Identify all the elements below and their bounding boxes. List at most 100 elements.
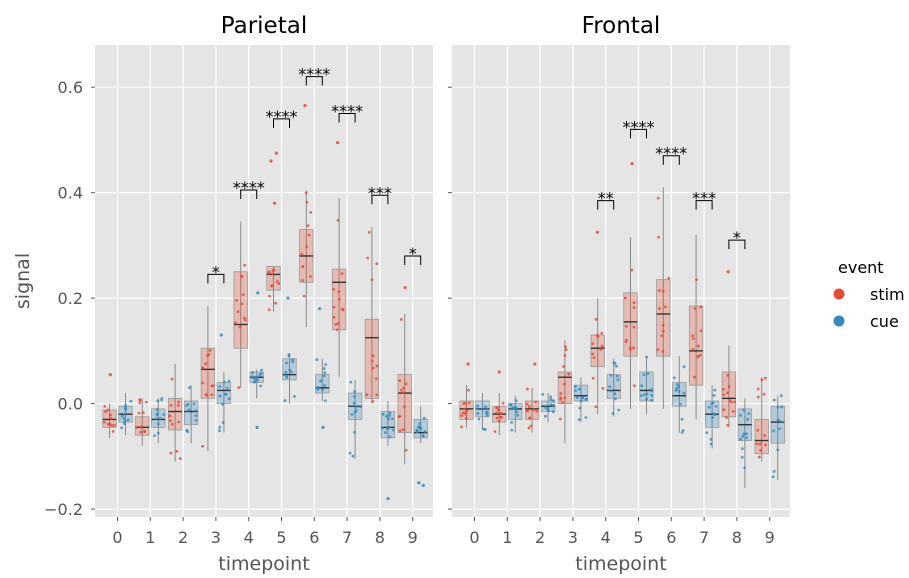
box-stim-t4: [233, 221, 248, 389]
box-stim-t2: [167, 364, 183, 462]
data-point: [367, 230, 371, 234]
data-point: [746, 418, 750, 421]
significance-bracket: [662, 155, 680, 165]
significance-annotation: ****: [331, 102, 363, 123]
significance-annotation: ****: [655, 144, 687, 165]
significance-bracket: [207, 273, 225, 284]
data-point: [235, 298, 238, 302]
data-point: [354, 405, 358, 409]
box-stim-t1: [492, 370, 507, 436]
y-tick-label: 0.6: [58, 78, 83, 97]
data-point: [194, 418, 198, 422]
data-point: [365, 393, 369, 397]
box-stim-t9: [397, 285, 412, 465]
data-point: [177, 420, 181, 424]
data-point: [243, 263, 247, 267]
data-point: [660, 334, 664, 338]
significance-label: ****: [233, 178, 265, 197]
data-point: [584, 397, 588, 401]
data-point: [177, 400, 181, 404]
data-point: [259, 384, 263, 388]
data-point: [138, 398, 142, 402]
panel-title: Parietal: [221, 13, 307, 39]
data-point: [562, 365, 565, 368]
outlier-point: [403, 285, 407, 290]
data-point: [419, 427, 423, 431]
data-point: [319, 379, 323, 383]
data-point: [656, 196, 660, 200]
data-point: [714, 404, 718, 408]
data-point: [416, 425, 420, 429]
box-cue-t5: [282, 296, 297, 404]
x-tick-label: 8: [732, 528, 742, 547]
box: [754, 419, 769, 455]
data-point: [194, 414, 198, 417]
data-point: [713, 413, 717, 417]
significance-label: **: [598, 189, 614, 208]
data-point: [306, 224, 310, 228]
box: [167, 397, 183, 431]
data-point: [645, 397, 648, 401]
box-stim-t3: [557, 340, 573, 444]
data-point: [138, 401, 142, 405]
box: [590, 334, 605, 368]
box-stim-t8: [721, 270, 737, 428]
data-point: [531, 408, 535, 412]
data-point: [693, 307, 697, 310]
data-point: [293, 394, 296, 398]
data-point: [574, 389, 577, 392]
x-tick-label: 2: [535, 528, 545, 547]
data-point: [541, 392, 545, 396]
y-axis: −0.2 0.0 0.2 0.4 0.6: [44, 78, 83, 519]
data-point: [661, 323, 665, 327]
data-point: [535, 409, 538, 413]
data-point: [288, 368, 292, 372]
significance-label: *: [733, 228, 741, 247]
data-point: [391, 417, 394, 421]
data-point: [335, 328, 339, 332]
box-stim-t3: [200, 306, 216, 452]
data-point: [402, 386, 406, 390]
box-stim-t4: [590, 230, 605, 415]
outlier-point: [417, 481, 421, 485]
data-point: [398, 379, 402, 383]
data-point: [650, 399, 653, 402]
significance-label: *: [409, 244, 417, 263]
data-point: [709, 437, 713, 441]
data-point: [745, 432, 749, 436]
data-point: [696, 344, 700, 348]
box: [770, 405, 785, 444]
data-point: [403, 405, 406, 409]
outlier-point: [421, 483, 425, 487]
data-point: [596, 335, 600, 338]
data-point: [201, 366, 205, 370]
box: [183, 400, 199, 426]
data-point: [591, 376, 595, 380]
data-point: [336, 219, 340, 222]
data-point: [102, 420, 106, 424]
legend: event stim cue: [833, 258, 905, 331]
data-point: [579, 399, 583, 403]
data-point: [726, 391, 729, 395]
data-point: [584, 416, 588, 419]
data-point: [223, 392, 227, 396]
box-stim-t7: [331, 140, 347, 378]
outlier-point: [726, 270, 730, 274]
x-axis-label: timepoint: [575, 553, 666, 574]
data-point: [240, 274, 244, 278]
significance-label: ****: [298, 65, 330, 84]
x-tick-label: 3: [211, 528, 221, 547]
data-point: [578, 406, 582, 410]
data-point: [124, 403, 127, 407]
data-point: [709, 442, 713, 446]
box-cue-t4: [249, 291, 264, 429]
data-point: [210, 393, 214, 397]
data-point: [388, 435, 392, 439]
box-cue-t9: [770, 394, 785, 481]
x-tick-label: 1: [145, 528, 155, 547]
box-cue-t7: [347, 379, 363, 459]
data-point: [632, 306, 636, 309]
x-tick-label: 4: [244, 528, 254, 547]
box-stim-t0: [459, 362, 474, 429]
data-point: [402, 391, 406, 394]
